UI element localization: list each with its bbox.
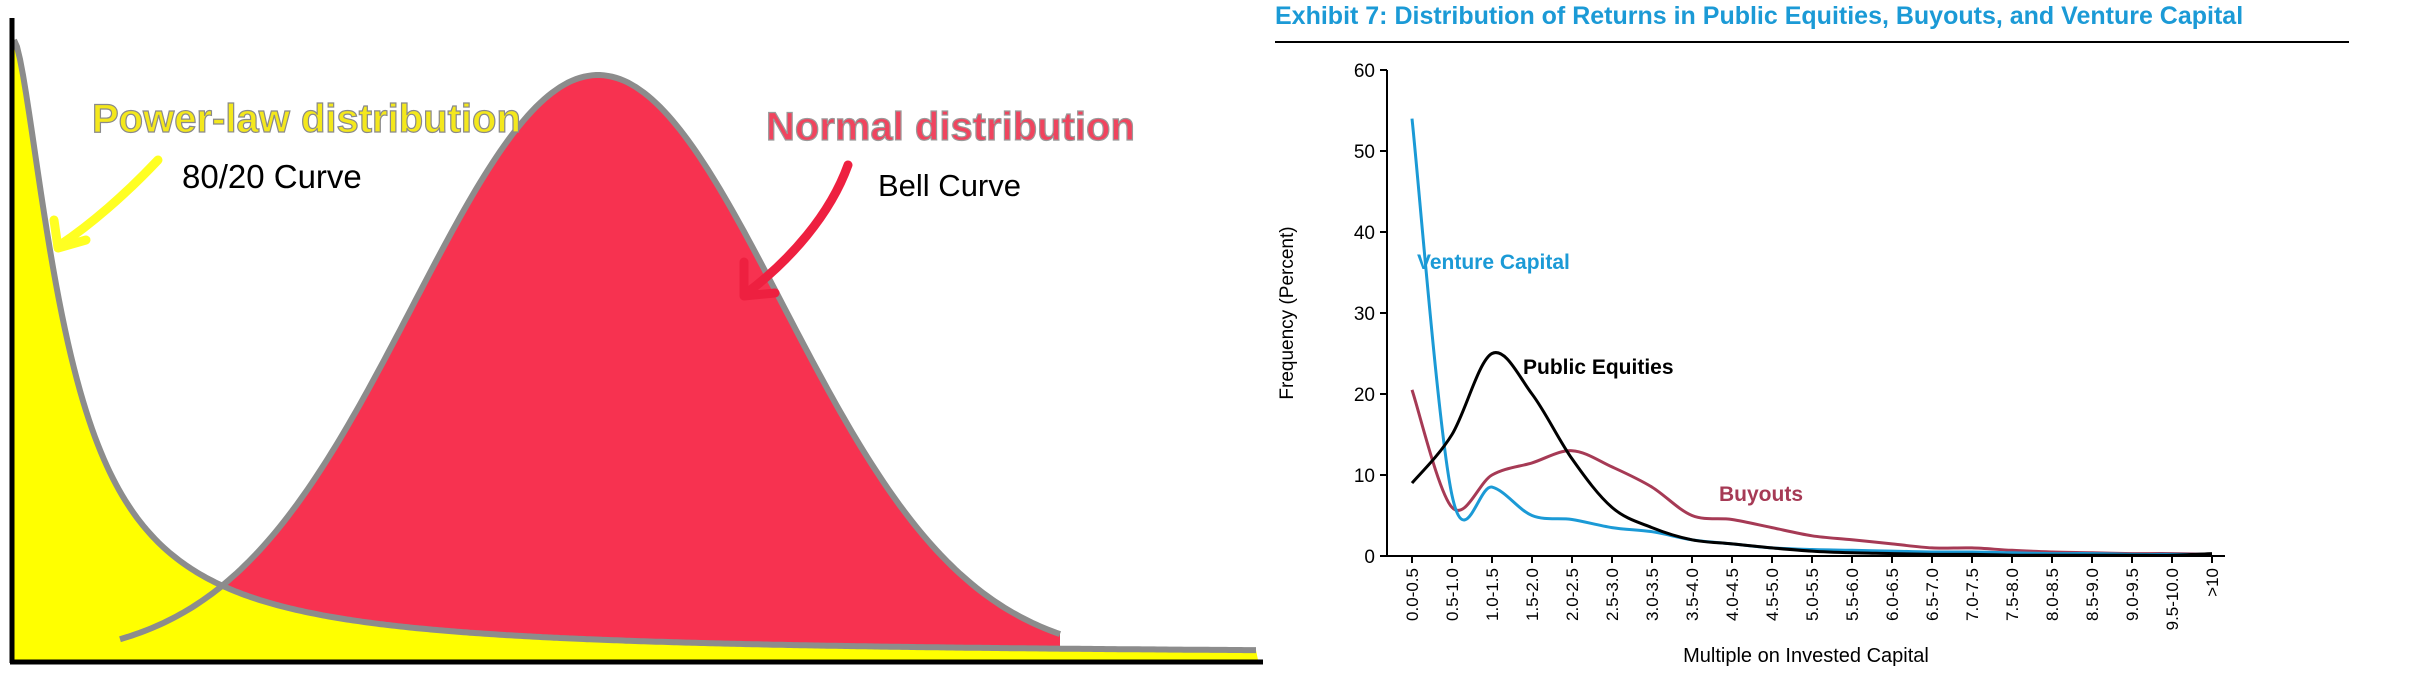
power-law-arrow-icon	[55, 155, 163, 250]
x-tick-label: 7.5-8.0	[2003, 568, 2022, 621]
y-tick-label: 20	[1354, 385, 1375, 406]
power-law-distribution-area	[14, 40, 1258, 660]
y-axis-ticks: 0 10 20 30 40 50 60	[1354, 61, 1387, 568]
x-tick-label: 8.0-8.5	[2043, 568, 2062, 621]
x-tick-label: 4.0-4.5	[1723, 568, 1742, 621]
returns-distribution-chart: Exhibit 7: Distribution of Returns in Pu…	[1265, 0, 2414, 677]
x-tick-label: >10	[2203, 568, 2222, 597]
x-tick-label: 2.0-2.5	[1563, 568, 1582, 621]
series-line-buyouts	[1410, 389, 2213, 556]
y-tick-label: 10	[1354, 466, 1375, 487]
power-law-distribution-label: Power-law distribution	[92, 97, 521, 141]
x-tick-label: 6.0-6.5	[1883, 568, 1902, 621]
x-tick-label: 5.5-6.0	[1843, 568, 1862, 621]
y-tick-label: 50	[1354, 142, 1375, 163]
x-tick-label: 6.5-7.0	[1923, 568, 1942, 621]
power-law-distribution-outline	[11, 38, 1256, 654]
normal-distribution-outline	[119, 72, 1061, 643]
x-axis-ticks: 0.0-0.5 0.5-1.0 1.0-1.5 1.5-2.0 2.0-2.5 2.5-3…	[1403, 556, 2222, 630]
x-tick-label: 7.0-7.5	[1963, 568, 1982, 621]
chart-title: Exhibit 7: Distribution of Returns in Pu…	[1275, 2, 2244, 30]
x-tick-label: 5.0-5.5	[1803, 568, 1822, 621]
x-tick-label: 3.5-4.0	[1683, 568, 1702, 621]
normal-distribution-arrowhead-icon	[739, 257, 780, 301]
x-axis-label: Multiple on Invested Capital	[1683, 645, 1929, 667]
normal-distribution-area	[120, 75, 1060, 660]
x-tick-label: 0.0-0.5	[1403, 568, 1422, 621]
public-equities-label: Public Equities	[1523, 356, 1674, 379]
title-divider	[1275, 41, 2349, 43]
series-line-venture-capital	[1410, 118, 2212, 556]
y-axis-label: Frequency (Percent)	[1277, 226, 1298, 399]
returns-chart-svg: 0 10 20 30 40 50 60 0.0-0.5 0.5-1.0 1.0-1.5 1.5-2…	[1277, 61, 2225, 667]
x-tick-label: 9.0-9.5	[2123, 568, 2142, 621]
venture-capital-label: Venture Capital	[1417, 251, 1570, 274]
power-law-arrowhead-icon	[49, 215, 91, 253]
y-tick-label: 0	[1364, 547, 1375, 568]
distribution-illustration-svg: Power-law distribution 80/20 Curve Norma…	[9, 18, 1263, 665]
distribution-illustration: Power-law distribution 80/20 Curve Norma…	[9, 18, 1263, 665]
y-tick-label: 60	[1354, 61, 1375, 82]
x-tick-label: 1.5-2.0	[1523, 568, 1542, 621]
x-tick-label: 9.5-10.0	[2163, 568, 2182, 630]
bell-curve-subtitle: Bell Curve	[878, 168, 1021, 203]
normal-distribution-label: Normal distribution	[766, 105, 1135, 149]
x-tick-label: 1.0-1.5	[1483, 568, 1502, 621]
x-tick-label: 3.0-3.5	[1643, 568, 1662, 621]
series-lines	[1410, 118, 2213, 557]
power-law-curve-subtitle: 80/20 Curve	[182, 158, 362, 195]
x-tick-label: 4.5-5.0	[1763, 568, 1782, 621]
series-line-public-equities	[1410, 351, 2213, 557]
y-tick-label: 40	[1354, 223, 1375, 244]
y-tick-label: 30	[1354, 304, 1375, 325]
x-tick-label: 8.5-9.0	[2083, 568, 2102, 621]
normal-distribution-arrow-icon	[743, 160, 853, 297]
x-tick-label: 0.5-1.0	[1443, 568, 1462, 621]
x-tick-label: 2.5-3.0	[1603, 568, 1622, 621]
buyouts-label: Buyouts	[1719, 483, 1803, 506]
